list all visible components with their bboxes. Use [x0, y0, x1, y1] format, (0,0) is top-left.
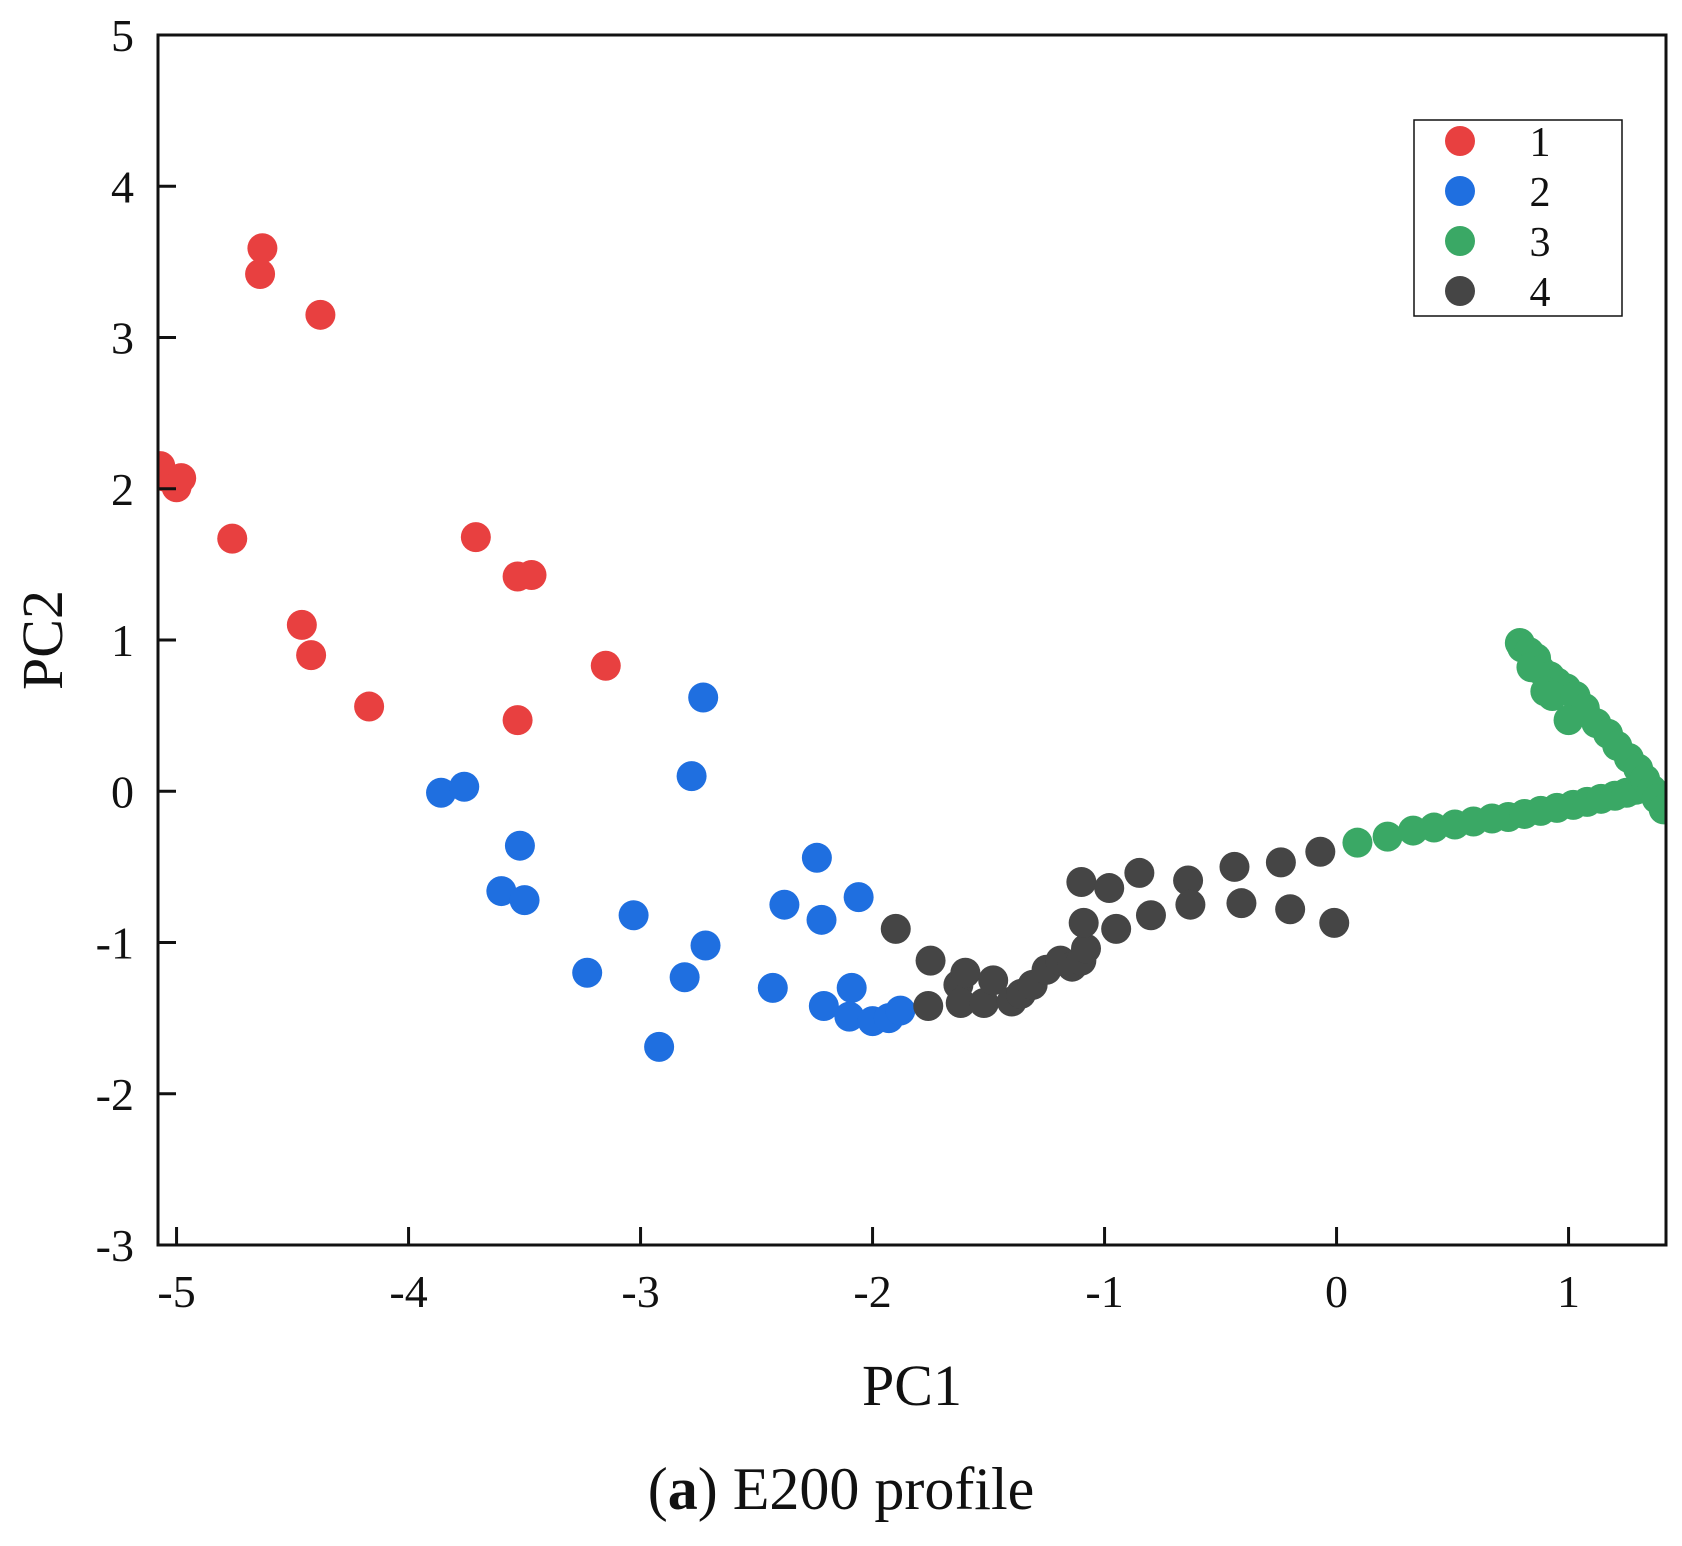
point-series-2-11 — [618, 900, 649, 931]
legend-frame — [1413, 119, 1623, 317]
series-2 — [426, 682, 916, 1062]
point-series-1-1 — [245, 258, 276, 289]
legend-marker-1 — [1445, 126, 1475, 156]
y-tick-label: 2 — [111, 464, 134, 515]
legend-label-2: 2 — [1530, 170, 1551, 216]
point-series-4-23 — [1175, 889, 1206, 920]
point-series-3-0 — [1342, 827, 1373, 858]
point-series-1-15 — [502, 705, 533, 736]
x-tick-label: -5 — [157, 1266, 195, 1317]
point-series-2-6 — [509, 885, 540, 916]
legend-label-3: 3 — [1530, 220, 1551, 266]
y-tick-label: -2 — [96, 1069, 134, 1120]
point-series-4-29 — [1319, 907, 1350, 938]
x-axis-title: PC1 — [862, 1353, 962, 1418]
point-series-2-1 — [676, 761, 707, 792]
legend-marker-2 — [1445, 176, 1475, 206]
point-series-1-12 — [296, 640, 327, 671]
series-3 — [1342, 628, 1666, 858]
point-series-4-4 — [950, 957, 981, 988]
point-series-3-31 — [1553, 705, 1584, 736]
caption-label: a — [667, 1456, 698, 1522]
point-series-4-1 — [915, 945, 946, 976]
point-series-4-2 — [913, 991, 944, 1022]
x-tick-label: -3 — [621, 1266, 659, 1317]
y-tick-label: -1 — [96, 918, 134, 969]
point-series-2-15 — [757, 972, 788, 1003]
point-series-1-13 — [354, 691, 385, 722]
x-tick-label: -2 — [853, 1266, 891, 1317]
point-series-2-16 — [836, 972, 867, 1003]
legend-label-4: 4 — [1530, 270, 1551, 316]
point-series-2-0 — [688, 682, 719, 713]
point-series-4-5 — [945, 988, 976, 1018]
point-series-2-13 — [572, 957, 603, 988]
point-series-1-0 — [247, 233, 278, 264]
point-series-1-2 — [305, 299, 336, 330]
x-tick-label: 1 — [1557, 1266, 1580, 1317]
point-series-2-2 — [426, 777, 457, 808]
point-series-3-40 — [1648, 794, 1666, 825]
point-series-4-15 — [1071, 933, 1101, 964]
point-series-2-14 — [669, 962, 700, 993]
point-series-2-9 — [769, 889, 800, 920]
legend-marker-3 — [1445, 226, 1475, 256]
y-axis-title: PC2 — [10, 590, 75, 690]
x-tick-label: -1 — [1085, 1266, 1123, 1317]
point-series-1-10 — [516, 559, 547, 590]
data-points — [158, 233, 1666, 1062]
point-series-4-16 — [1068, 907, 1099, 938]
point-series-4-18 — [1094, 873, 1125, 904]
point-series-3-1 — [1372, 821, 1403, 852]
point-series-4-24 — [1219, 851, 1250, 882]
point-series-2-18 — [834, 1001, 865, 1032]
point-series-4-27 — [1275, 894, 1306, 925]
y-tick-label: 5 — [111, 10, 134, 61]
x-tick-label: 0 — [1325, 1266, 1348, 1317]
point-series-2-12 — [690, 930, 721, 961]
point-series-2-4 — [504, 830, 535, 861]
point-series-2-3 — [449, 771, 480, 802]
point-series-4-28 — [1305, 836, 1336, 867]
series-4 — [880, 836, 1350, 1022]
y-tick-label: 3 — [111, 313, 134, 364]
y-tick-label: 1 — [111, 615, 134, 666]
point-series-2-7 — [801, 842, 832, 873]
point-series-2-22 — [644, 1031, 675, 1062]
x-tick-label: -4 — [389, 1266, 427, 1317]
point-series-2-5 — [486, 876, 517, 907]
y-tick-label: -3 — [96, 1220, 134, 1271]
point-series-4-26 — [1265, 847, 1296, 878]
point-series-4-17 — [1066, 867, 1097, 897]
point-series-3-28 — [1537, 680, 1568, 711]
point-series-1-8 — [460, 522, 491, 553]
point-series-4-21 — [1135, 900, 1166, 931]
point-series-4-0 — [880, 913, 911, 944]
point-series-2-8 — [843, 882, 874, 913]
point-series-1-6 — [161, 472, 192, 503]
legend-marker-4 — [1445, 276, 1475, 306]
point-series-4-7 — [978, 965, 1009, 996]
point-series-1-7 — [217, 523, 248, 554]
caption-text: E200 profile — [732, 1456, 1035, 1522]
point-series-4-25 — [1226, 888, 1257, 919]
series-1 — [158, 233, 621, 736]
figure-caption: (a) E200 profile — [647, 1456, 1035, 1522]
point-series-1-11 — [286, 609, 317, 640]
point-series-1-14 — [590, 650, 621, 681]
legend-label-1: 1 — [1530, 120, 1551, 166]
point-series-2-10 — [806, 904, 837, 935]
y-tick-label: 0 — [111, 766, 134, 817]
point-series-2-17 — [808, 991, 839, 1022]
point-series-4-22 — [1173, 865, 1204, 896]
point-series-4-19 — [1101, 913, 1132, 944]
point-series-2-21 — [885, 995, 916, 1026]
point-series-4-20 — [1124, 857, 1155, 888]
y-tick-label: 4 — [111, 161, 134, 212]
point-series-4-6 — [968, 988, 999, 1018]
